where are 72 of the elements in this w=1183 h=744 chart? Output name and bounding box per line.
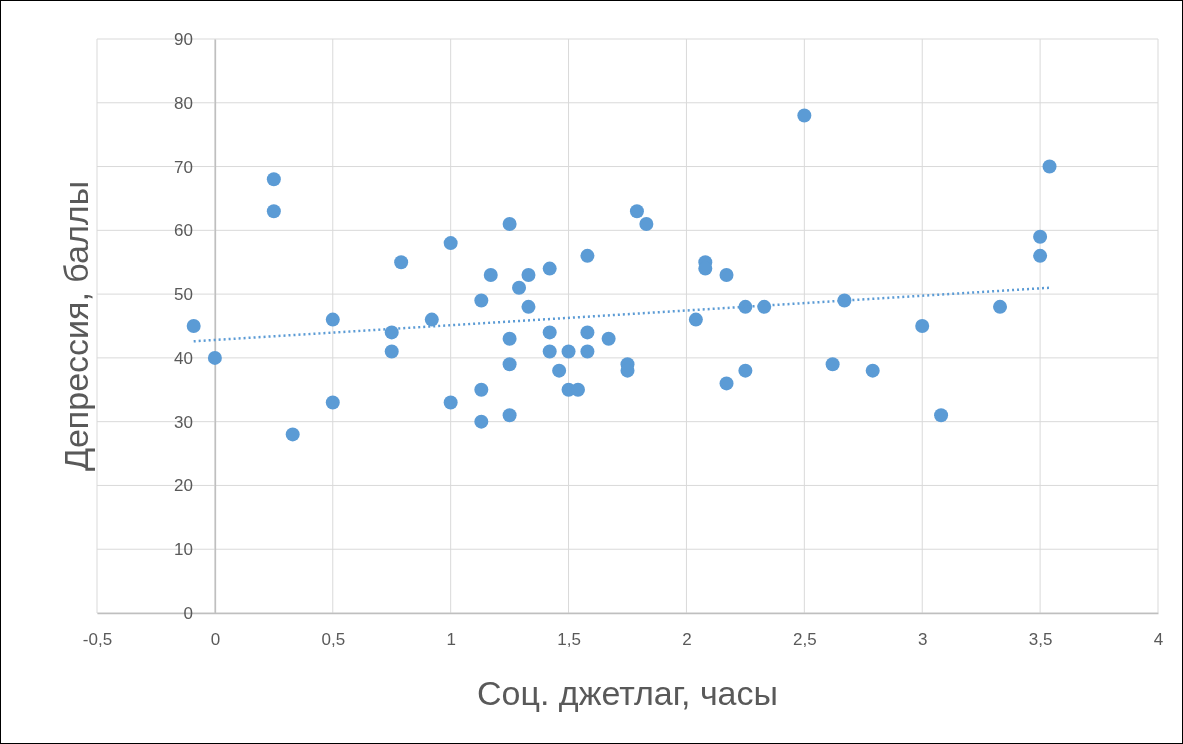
point	[474, 293, 489, 308]
point	[474, 382, 489, 397]
point	[474, 414, 489, 429]
point	[266, 204, 281, 219]
point	[443, 395, 458, 410]
point	[934, 408, 949, 423]
x-tick-label: 3	[917, 630, 928, 650]
point	[542, 261, 557, 276]
y-tick-label: 90	[173, 29, 193, 49]
point	[394, 255, 409, 270]
x-tick-label: 0,5	[321, 630, 346, 650]
point	[688, 312, 703, 327]
point	[1042, 159, 1057, 174]
point	[561, 344, 576, 359]
point	[207, 350, 222, 365]
y-tick-label: 40	[173, 348, 193, 368]
point	[502, 357, 517, 372]
point	[502, 408, 517, 423]
y-tick-label: 60	[173, 221, 193, 241]
point	[865, 363, 880, 378]
point	[384, 344, 399, 359]
point	[738, 363, 753, 378]
point	[993, 299, 1008, 314]
point	[601, 331, 616, 346]
x-tick-label: 2	[682, 630, 692, 650]
point	[384, 325, 399, 340]
point	[325, 312, 340, 327]
point	[266, 172, 281, 187]
y-tick-label: 20	[173, 476, 193, 496]
point	[719, 376, 734, 391]
point	[915, 319, 930, 333]
point	[1033, 248, 1048, 263]
x-tick-label: 3,5	[1028, 630, 1053, 650]
y-tick-label: 80	[173, 93, 193, 113]
x-tick-label: 4	[1153, 630, 1164, 650]
point	[797, 108, 812, 123]
x-axis-title: Соц. джетлаг, часы	[477, 674, 778, 712]
x-tick-label: 0	[210, 630, 221, 650]
y-tick-label: 10	[173, 540, 193, 560]
point	[580, 248, 595, 263]
point	[285, 427, 300, 442]
y-tick-label: 50	[173, 285, 193, 305]
point	[521, 267, 536, 282]
point	[502, 216, 517, 231]
y-tick-label: 30	[173, 412, 193, 432]
point	[325, 395, 340, 410]
point	[186, 319, 201, 333]
point	[512, 280, 527, 295]
point	[542, 325, 557, 340]
point	[757, 299, 772, 314]
point	[1033, 229, 1048, 244]
point	[443, 236, 458, 251]
x-tick-label: -0,5	[82, 630, 113, 650]
point	[521, 299, 536, 314]
x-tick-label: 2,5	[793, 630, 817, 650]
y-tick-label: 0	[183, 603, 193, 623]
point	[580, 344, 595, 359]
x-tick-label: 1	[446, 630, 456, 650]
point	[738, 299, 753, 314]
point	[502, 331, 517, 346]
point	[719, 267, 734, 282]
point	[424, 312, 439, 327]
point	[825, 357, 840, 372]
point	[580, 325, 595, 340]
point	[629, 204, 644, 219]
point	[639, 216, 654, 231]
point	[483, 267, 498, 282]
x-tick-label: 1,5	[557, 630, 581, 650]
point	[552, 363, 567, 378]
y-tick-label: 70	[173, 157, 193, 177]
y-axis-title: Депрессия, баллы	[57, 180, 95, 472]
point	[542, 344, 557, 359]
